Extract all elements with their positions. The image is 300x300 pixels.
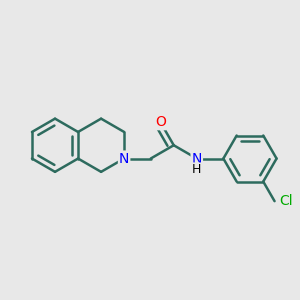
- Text: H: H: [192, 164, 202, 176]
- Text: N: N: [192, 152, 202, 166]
- Text: O: O: [155, 115, 166, 129]
- Text: Cl: Cl: [279, 194, 293, 208]
- Text: N: N: [119, 152, 129, 166]
